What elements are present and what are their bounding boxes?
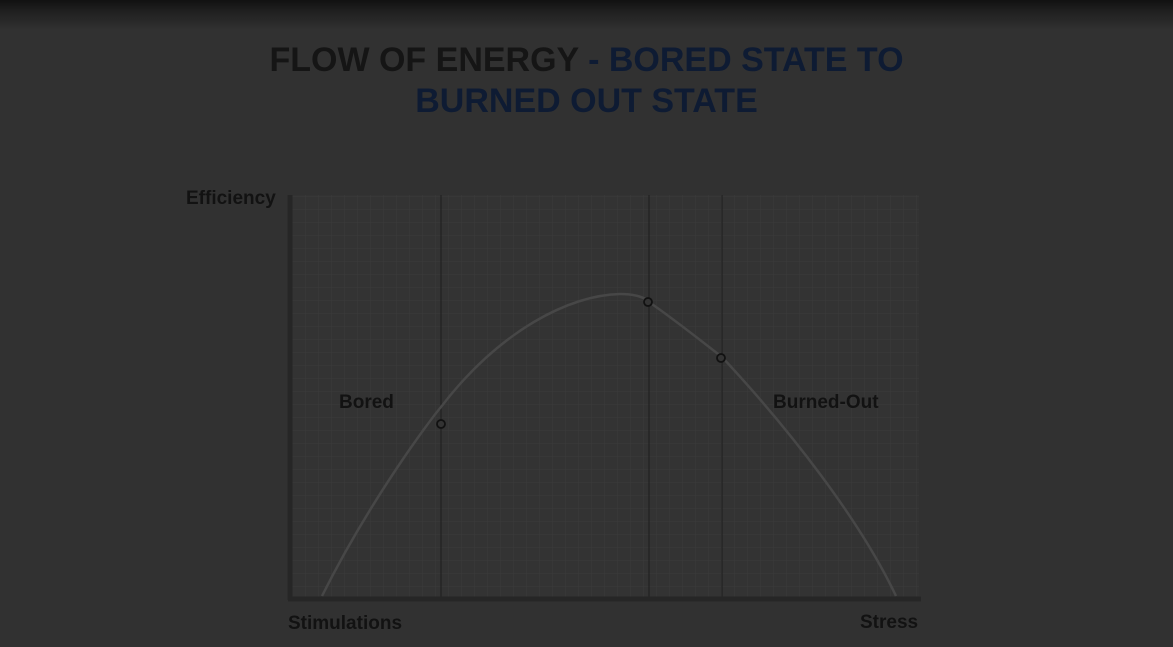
zone-label-bored: Bored bbox=[339, 392, 394, 413]
title-part-1: FLOW OF ENERGY bbox=[269, 41, 579, 79]
top-shadow bbox=[0, 0, 1173, 30]
y-axis-label: Efficiency bbox=[186, 188, 276, 209]
curve-marker-3 bbox=[716, 353, 726, 363]
x-axis-right-label: Stress bbox=[860, 612, 919, 633]
zone-label-burned-out: Burned-Out bbox=[773, 392, 879, 413]
plot-grid bbox=[292, 195, 919, 597]
title-part-3: BURNED OUT STATE bbox=[415, 82, 758, 120]
slide-title: FLOW OF ENERGY - BORED STATE TO BURNED O… bbox=[0, 40, 1173, 122]
curve-marker-1 bbox=[436, 419, 446, 429]
curve-marker-2 bbox=[643, 297, 653, 307]
title-part-2: - BORED STATE TO bbox=[578, 41, 904, 79]
x-axis-left-label: Stimulations bbox=[288, 613, 403, 634]
efficiency-curve bbox=[320, 292, 898, 597]
